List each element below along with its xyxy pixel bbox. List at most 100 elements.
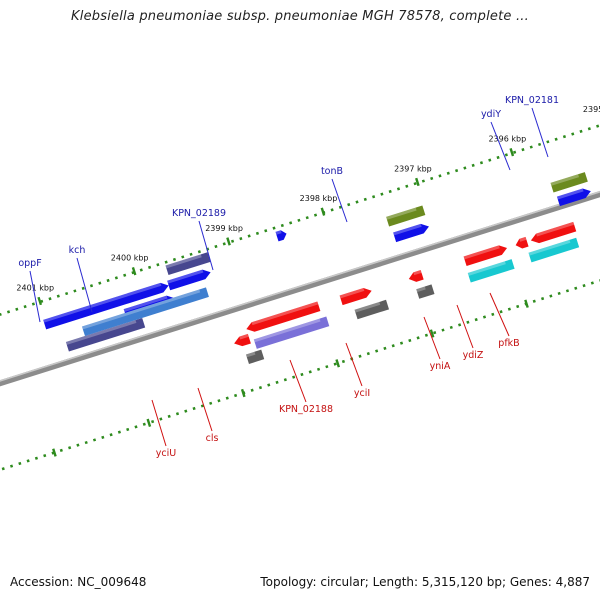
ruler-tick-top <box>131 267 137 276</box>
gene-feature-highlight <box>123 295 168 312</box>
gene-feature[interactable] <box>514 236 529 250</box>
ruler-tick-label: 2395 kbp <box>583 105 600 114</box>
topology-label: Topology: circular; Length: 5,315,120 bp… <box>260 575 590 589</box>
gene-feature-body[interactable] <box>167 267 212 291</box>
gene-feature-highlight <box>239 333 249 340</box>
ruler-tick-top <box>320 207 326 216</box>
gene-leader-line <box>76 257 93 313</box>
gene-leader-line <box>197 387 213 432</box>
gene-feature-body[interactable] <box>65 317 146 352</box>
gene-feature-body[interactable] <box>528 237 580 263</box>
gene-feature-highlight <box>339 288 365 299</box>
gene-feature-highlight <box>463 245 500 260</box>
gene-feature-body[interactable] <box>253 316 330 349</box>
gene-leader-line <box>423 316 441 360</box>
gene-feature[interactable] <box>275 229 288 242</box>
gene-feature-body[interactable] <box>514 236 529 250</box>
gene-feature-body[interactable] <box>245 301 321 334</box>
gene-feature[interactable] <box>529 221 577 245</box>
gene-feature[interactable] <box>233 333 251 348</box>
gene-feature[interactable] <box>393 222 430 243</box>
ruler-tick-bottom <box>146 418 152 427</box>
ruler-dots-top <box>0 30 600 348</box>
gene-feature-body[interactable] <box>550 172 588 193</box>
gene-leader-line <box>151 399 167 447</box>
gene-feature[interactable] <box>245 349 265 364</box>
gene-label[interactable]: KPN_02189 <box>172 208 226 219</box>
gene-feature-body[interactable] <box>556 186 592 207</box>
gene-feature-highlight <box>65 320 137 345</box>
gene-feature-body[interactable] <box>386 205 426 227</box>
gene-feature[interactable] <box>81 287 209 337</box>
ruler-tick-label: 2398 kbp <box>300 194 338 203</box>
gene-leader-line <box>331 178 348 223</box>
gene-feature[interactable] <box>354 299 390 320</box>
gene-label[interactable]: KPN_02181 <box>505 95 559 106</box>
ruler-tick-top <box>415 177 420 187</box>
gene-feature-highlight <box>467 261 506 276</box>
gene-label[interactable]: yciI <box>354 388 370 399</box>
gene-feature-body[interactable] <box>529 221 577 245</box>
gene-feature[interactable] <box>167 267 212 291</box>
gene-feature-highlight <box>251 301 319 326</box>
gene-feature-body[interactable] <box>354 299 390 320</box>
gene-label[interactable]: yniA <box>430 361 451 372</box>
ruler-tick-top <box>509 147 515 157</box>
gene-feature-highlight <box>386 207 417 220</box>
gene-feature[interactable] <box>463 243 509 267</box>
map-strip <box>0 30 600 489</box>
ruler-tick-label: 2399 kbp <box>205 224 243 233</box>
gene-feature-body[interactable] <box>275 229 288 242</box>
gene-feature[interactable] <box>165 252 211 276</box>
gene-feature-highlight <box>536 221 575 237</box>
gene-feature-highlight <box>528 239 571 256</box>
gene-label[interactable]: pfkB <box>498 338 519 349</box>
gene-feature[interactable] <box>407 270 424 284</box>
gene-label[interactable]: KPN_02188 <box>279 404 333 415</box>
gene-feature-body[interactable] <box>393 222 430 243</box>
gene-feature-highlight <box>416 286 426 293</box>
gene-feature-body[interactable] <box>463 243 509 267</box>
gene-feature[interactable] <box>245 301 321 334</box>
gene-feature[interactable] <box>386 205 426 227</box>
gene-feature-body[interactable] <box>339 286 374 306</box>
gene-feature-body[interactable] <box>81 287 209 337</box>
gene-feature[interactable] <box>43 281 170 330</box>
gene-label[interactable]: oppF <box>18 258 41 269</box>
gene-feature[interactable] <box>550 172 588 193</box>
gene-feature[interactable] <box>556 186 592 207</box>
gene-label[interactable]: cls <box>206 433 219 444</box>
gene-feature[interactable] <box>253 316 330 349</box>
gene-leader-line <box>490 121 511 171</box>
gene-feature-body[interactable] <box>165 252 211 276</box>
gene-feature[interactable] <box>528 237 580 263</box>
gene-feature-highlight <box>556 188 584 200</box>
ruler-tick-label: 2397 kbp <box>394 164 432 173</box>
gene-leader-line <box>531 107 549 158</box>
gene-feature-highlight <box>165 254 202 269</box>
gene-label[interactable]: tonB <box>321 166 343 177</box>
gene-label[interactable]: ydiY <box>481 109 501 120</box>
gene-feature[interactable] <box>339 286 374 306</box>
gene-label[interactable]: ydiZ <box>463 350 484 361</box>
gene-feature-body[interactable] <box>407 270 424 284</box>
gene-leader-line <box>198 220 214 271</box>
gene-feature-highlight <box>81 289 201 330</box>
gene-feature-highlight <box>167 269 204 284</box>
ruler-tick-bottom <box>52 448 57 457</box>
gene-feature[interactable] <box>467 259 515 283</box>
gene-feature-body[interactable] <box>467 259 515 283</box>
map-title: Klebsiella pneumoniae subsp. pneumoniae … <box>71 9 529 24</box>
gene-feature-highlight <box>519 236 527 242</box>
gene-label[interactable]: kch <box>69 245 86 256</box>
gene-feature[interactable] <box>416 284 435 299</box>
gene-feature-body[interactable] <box>43 281 170 330</box>
gene-label[interactable]: yciU <box>156 448 176 459</box>
gene-feature[interactable] <box>65 317 146 352</box>
gene-feature-body[interactable] <box>416 284 435 299</box>
accession-label: Accession: NC_009648 <box>10 575 147 589</box>
gene-feature-highlight <box>253 318 321 343</box>
gene-feature-body[interactable] <box>245 349 265 364</box>
gene-feature-body[interactable] <box>233 333 251 348</box>
